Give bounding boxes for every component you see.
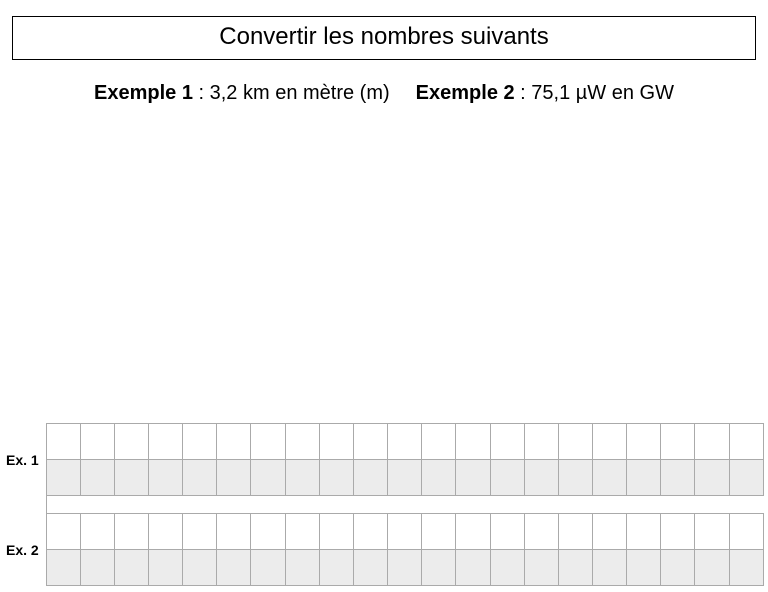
conversion-cell <box>285 460 319 496</box>
conversion-cell <box>524 514 558 550</box>
conversion-cell <box>80 550 114 586</box>
conversion-cell <box>285 424 319 460</box>
conversion-cell <box>319 550 353 586</box>
conversion-cell <box>388 550 422 586</box>
conversion-cell <box>353 424 387 460</box>
conversion-cell <box>114 424 148 460</box>
conversion-cell <box>456 424 490 460</box>
conversion-cell <box>148 514 182 550</box>
conversion-cell <box>593 424 627 460</box>
conversion-cell <box>490 424 524 460</box>
conversion-cell <box>558 550 592 586</box>
conversion-cell <box>46 514 80 550</box>
conversion-cell <box>661 550 695 586</box>
conversion-cell <box>524 460 558 496</box>
conversion-cell <box>388 424 422 460</box>
conversion-cell <box>353 514 387 550</box>
row-label: Ex. 2 <box>4 514 46 586</box>
conversion-cell <box>661 514 695 550</box>
conversion-cell <box>422 550 456 586</box>
conversion-cell <box>729 550 763 586</box>
conversion-cell <box>558 424 592 460</box>
conversion-cell <box>46 550 80 586</box>
conversion-cell <box>490 460 524 496</box>
conversion-cell <box>319 424 353 460</box>
conversion-cell <box>558 514 592 550</box>
conversion-cell <box>490 514 524 550</box>
conversion-cell <box>729 460 763 496</box>
conversion-cell <box>388 514 422 550</box>
conversion-cell <box>114 514 148 550</box>
conversion-table: Ex. 1 Ex. 2 <box>4 423 764 586</box>
conversion-cell <box>456 550 490 586</box>
conversion-table-wrap: Ex. 1 Ex. 2 <box>4 423 764 586</box>
title-text: Convertir les nombres suivants <box>219 23 548 50</box>
example-2-label: Exemple 2 <box>416 82 515 104</box>
conversion-cell <box>661 460 695 496</box>
page-title: Convertir les nombres suivants <box>12 16 756 60</box>
row-label: Ex. 1 <box>4 424 46 496</box>
conversion-cell <box>627 460 661 496</box>
example-1-label: Exemple 1 <box>94 82 193 104</box>
conversion-cell <box>183 424 217 460</box>
conversion-cell <box>627 514 661 550</box>
conversion-cell <box>661 424 695 460</box>
example-2-text: : 75,1 µW en GW <box>515 82 674 104</box>
example-1-text: : 3,2 km en mètre (m) <box>193 82 390 104</box>
conversion-cell <box>319 514 353 550</box>
conversion-cell <box>183 460 217 496</box>
conversion-cell <box>80 424 114 460</box>
conversion-cell <box>353 550 387 586</box>
conversion-cell <box>695 550 729 586</box>
conversion-cell <box>80 514 114 550</box>
conversion-cell <box>422 460 456 496</box>
conversion-cell <box>695 424 729 460</box>
conversion-cell <box>456 514 490 550</box>
conversion-cell <box>46 460 80 496</box>
conversion-cell <box>217 424 251 460</box>
conversion-cell <box>285 514 319 550</box>
conversion-cell <box>558 460 592 496</box>
conversion-cell <box>114 550 148 586</box>
conversion-cell <box>80 460 114 496</box>
conversion-cell <box>456 460 490 496</box>
conversion-cell <box>319 460 353 496</box>
conversion-cell <box>388 460 422 496</box>
conversion-cell <box>251 460 285 496</box>
conversion-cell <box>148 460 182 496</box>
conversion-cell <box>217 514 251 550</box>
conversion-cell <box>183 514 217 550</box>
conversion-cell <box>593 514 627 550</box>
conversion-cell <box>524 424 558 460</box>
conversion-cell <box>422 514 456 550</box>
conversion-cell <box>353 460 387 496</box>
conversion-cell <box>593 550 627 586</box>
conversion-cell <box>183 550 217 586</box>
conversion-cell <box>46 424 80 460</box>
conversion-cell <box>251 424 285 460</box>
conversion-cell <box>524 550 558 586</box>
conversion-cell <box>490 550 524 586</box>
examples-line: Exemple 1 : 3,2 km en mètre (m) Exemple 2… <box>0 82 768 105</box>
conversion-cell <box>285 550 319 586</box>
conversion-cell <box>148 424 182 460</box>
conversion-cell <box>217 460 251 496</box>
conversion-cell <box>695 514 729 550</box>
conversion-cell <box>251 514 285 550</box>
conversion-cell <box>627 550 661 586</box>
conversion-cell <box>695 460 729 496</box>
conversion-cell <box>729 424 763 460</box>
conversion-cell <box>114 460 148 496</box>
conversion-cell <box>251 550 285 586</box>
conversion-cell <box>217 550 251 586</box>
conversion-cell <box>593 460 627 496</box>
conversion-cell <box>422 424 456 460</box>
conversion-cell <box>729 514 763 550</box>
conversion-cell <box>627 424 661 460</box>
conversion-cell <box>148 550 182 586</box>
